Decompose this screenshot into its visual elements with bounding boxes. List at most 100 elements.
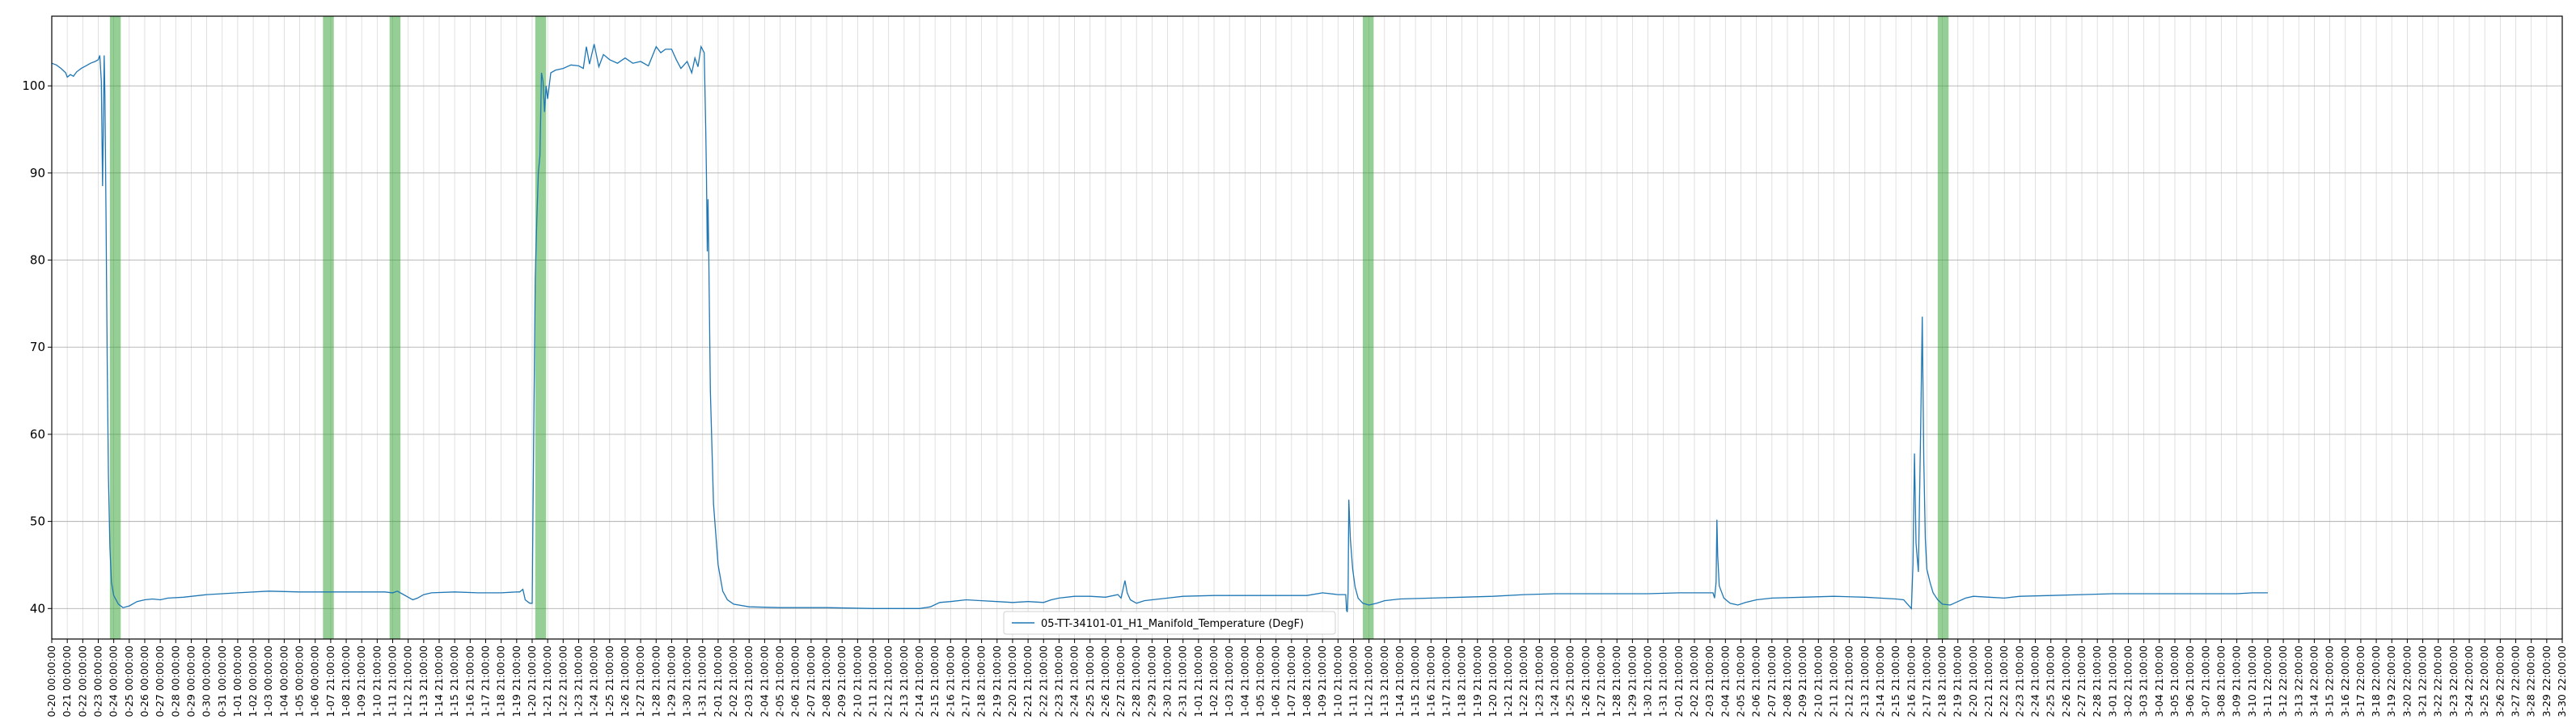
x-tick-label: 2-09 21:00:00: [1796, 645, 1808, 717]
x-tick-label: 2-21 21:00:00: [1022, 645, 1034, 717]
x-tick-label: 2-13 21:00:00: [1859, 645, 1871, 717]
x-tick-label: 1-29 21:00:00: [1626, 645, 1638, 717]
x-tick-label: 3-27 22:00:00: [2510, 645, 2522, 717]
x-tick-label: 1-13 21:00:00: [1378, 645, 1390, 717]
x-tick-label: 3-01 21:00:00: [2106, 645, 2118, 717]
x-tick-label: 3-17 22:00:00: [2354, 645, 2367, 717]
x-tick-label: 0-29 00:00:00: [184, 645, 197, 717]
x-tick-label: 1-24 21:00:00: [588, 645, 600, 717]
x-tick-label: 2-24 21:00:00: [2029, 645, 2041, 717]
x-tick-label: 2-01 21:00:00: [1673, 645, 1685, 717]
x-tick-label: 1-31 21:00:00: [696, 645, 709, 717]
x-tick-label: 3-30 22:00:00: [2556, 645, 2568, 717]
legend: 05-TT-34101-01_H1_Manifold_Temperature (…: [1003, 611, 1336, 635]
x-tick-label: 3-10 21:00:00: [2246, 645, 2258, 717]
x-tick-label: 1-14 21:00:00: [433, 645, 445, 717]
shaded-range: [109, 16, 121, 639]
x-tick-label: 2-02 21:00:00: [727, 645, 739, 717]
x-tick-label: 3-08 21:00:00: [2214, 645, 2227, 717]
x-tick-label: 0-28 00:00:00: [169, 645, 181, 717]
x-tick-label: 2-20 21:00:00: [1967, 645, 1979, 717]
x-tick-label: 2-19 21:00:00: [1952, 645, 1964, 717]
x-tick-label: 0-24 00:00:00: [108, 645, 120, 717]
shaded-range: [389, 16, 401, 639]
x-tick-label: 1-15 21:00:00: [1409, 645, 1421, 717]
x-tick-label: 3-26 22:00:00: [2494, 645, 2506, 717]
x-tick-label: 1-04 21:00:00: [1238, 645, 1250, 717]
x-tick-label: 1-26 21:00:00: [619, 645, 631, 717]
x-tick-label: 2-30 21:00:00: [1161, 645, 1174, 717]
x-tick-label: 3-13 22:00:00: [2292, 645, 2304, 717]
x-tick-label: 2-23 21:00:00: [1052, 645, 1064, 717]
x-tick-label: 1-30 21:00:00: [681, 645, 693, 717]
shaded-range: [1362, 16, 1374, 639]
x-tick-label: 1-22 21:00:00: [1517, 645, 1529, 717]
grid-minor: [51, 16, 2563, 639]
y-axis-ticks: 40 50 60 70 80 90 100: [22, 78, 52, 616]
x-tick-label: 1-23 21:00:00: [572, 645, 584, 717]
x-tick-label: 1-12 21:00:00: [402, 645, 414, 717]
x-tick-label: 1-03 00:00:00: [262, 645, 274, 717]
plot-area: [51, 15, 2563, 640]
x-tick-label: 1-21 21:00:00: [1502, 645, 1514, 717]
x-tick-label: 1-19 21:00:00: [1471, 645, 1483, 717]
x-tick-label: 1-20 21:00:00: [1487, 645, 1499, 717]
x-tick-label: 3-14 22:00:00: [2307, 645, 2320, 717]
x-tick-label: 1-25 21:00:00: [1564, 645, 1576, 717]
x-tick-label: 1-22 21:00:00: [556, 645, 569, 717]
x-tick-label: 1-28 21:00:00: [1610, 645, 1622, 717]
shaded-range: [323, 16, 334, 639]
x-tick-label: 1-11 21:00:00: [387, 645, 399, 717]
x-tick-label: 2-04 21:00:00: [758, 645, 770, 717]
x-tick-label: 3-21 22:00:00: [2417, 645, 2429, 717]
x-tick-label: 2-09 21:00:00: [835, 645, 848, 717]
x-tick-label: 2-20 21:00:00: [1006, 645, 1018, 717]
x-tick-label: 1-18 21:00:00: [495, 645, 507, 717]
legend-box: [1003, 611, 1336, 635]
y-tick-label: 90: [30, 166, 45, 180]
x-tick-label: 2-11 21:00:00: [1827, 645, 1839, 717]
x-tick-label: 1-29 21:00:00: [665, 645, 677, 717]
x-tick-label: 1-30 21:00:00: [1642, 645, 1654, 717]
x-tick-label: 1-16 21:00:00: [463, 645, 476, 717]
x-tick-label: 1-19 21:00:00: [510, 645, 522, 717]
x-tick-label: 1-11 21:00:00: [1347, 645, 1359, 717]
x-tick-label: 0-21 00:00:00: [61, 645, 73, 717]
x-tick-label: 1-15 21:00:00: [448, 645, 460, 717]
x-tick-label: 3-05 21:00:00: [2168, 645, 2181, 717]
x-tick-label: 2-03 21:00:00: [1703, 645, 1715, 717]
x-tick-label: 0-31 00:00:00: [216, 645, 228, 717]
x-tick-label: 2-08 21:00:00: [820, 645, 832, 717]
x-tick-label: 2-11 21:00:00: [867, 645, 879, 717]
x-tick-label: 1-02 00:00:00: [247, 645, 259, 717]
x-tick-label: 2-05 21:00:00: [774, 645, 786, 717]
x-tick-label: 2-02 21:00:00: [1688, 645, 1700, 717]
x-tick-label: 2-21 21:00:00: [1982, 645, 1994, 717]
x-tick-label: 3-11 22:00:00: [2261, 645, 2274, 717]
x-tick-label: 1-27 21:00:00: [634, 645, 646, 717]
x-tick-label: 3-15 22:00:00: [2324, 645, 2336, 717]
x-tick-label: 0-26 00:00:00: [138, 645, 150, 717]
y-tick-label: 70: [30, 340, 45, 354]
x-tick-label: 2-13 21:00:00: [898, 645, 910, 717]
x-tick-label: 2-07 21:00:00: [805, 645, 817, 717]
shaded-range: [1937, 16, 1949, 639]
x-tick-label: 2-06 21:00:00: [1750, 645, 1762, 717]
x-tick-label: 1-01 21:00:00: [1192, 645, 1204, 717]
x-tick-label: 1-23 21:00:00: [1533, 645, 1545, 717]
x-tick-label: 1-04 00:00:00: [277, 645, 290, 717]
x-tick-label: 1-28 21:00:00: [649, 645, 662, 717]
x-tick-label: 3-23 22:00:00: [2447, 645, 2460, 717]
x-tick-label: 0-23 00:00:00: [91, 645, 104, 717]
x-tick-label: 1-07 21:00:00: [1285, 645, 1297, 717]
x-tick-label: 2-17 21:00:00: [959, 645, 971, 717]
x-tick-label: 1-31 21:00:00: [1657, 645, 1669, 717]
x-tick-label: 1-21 21:00:00: [541, 645, 553, 717]
x-tick-label: 1-13 21:00:00: [417, 645, 429, 717]
x-tick-label: 2-04 21:00:00: [1719, 645, 1731, 717]
x-tick-label: 3-29 22:00:00: [2540, 645, 2553, 717]
x-tick-label: 1-12 21:00:00: [1363, 645, 1375, 717]
series-line: [51, 44, 2268, 612]
